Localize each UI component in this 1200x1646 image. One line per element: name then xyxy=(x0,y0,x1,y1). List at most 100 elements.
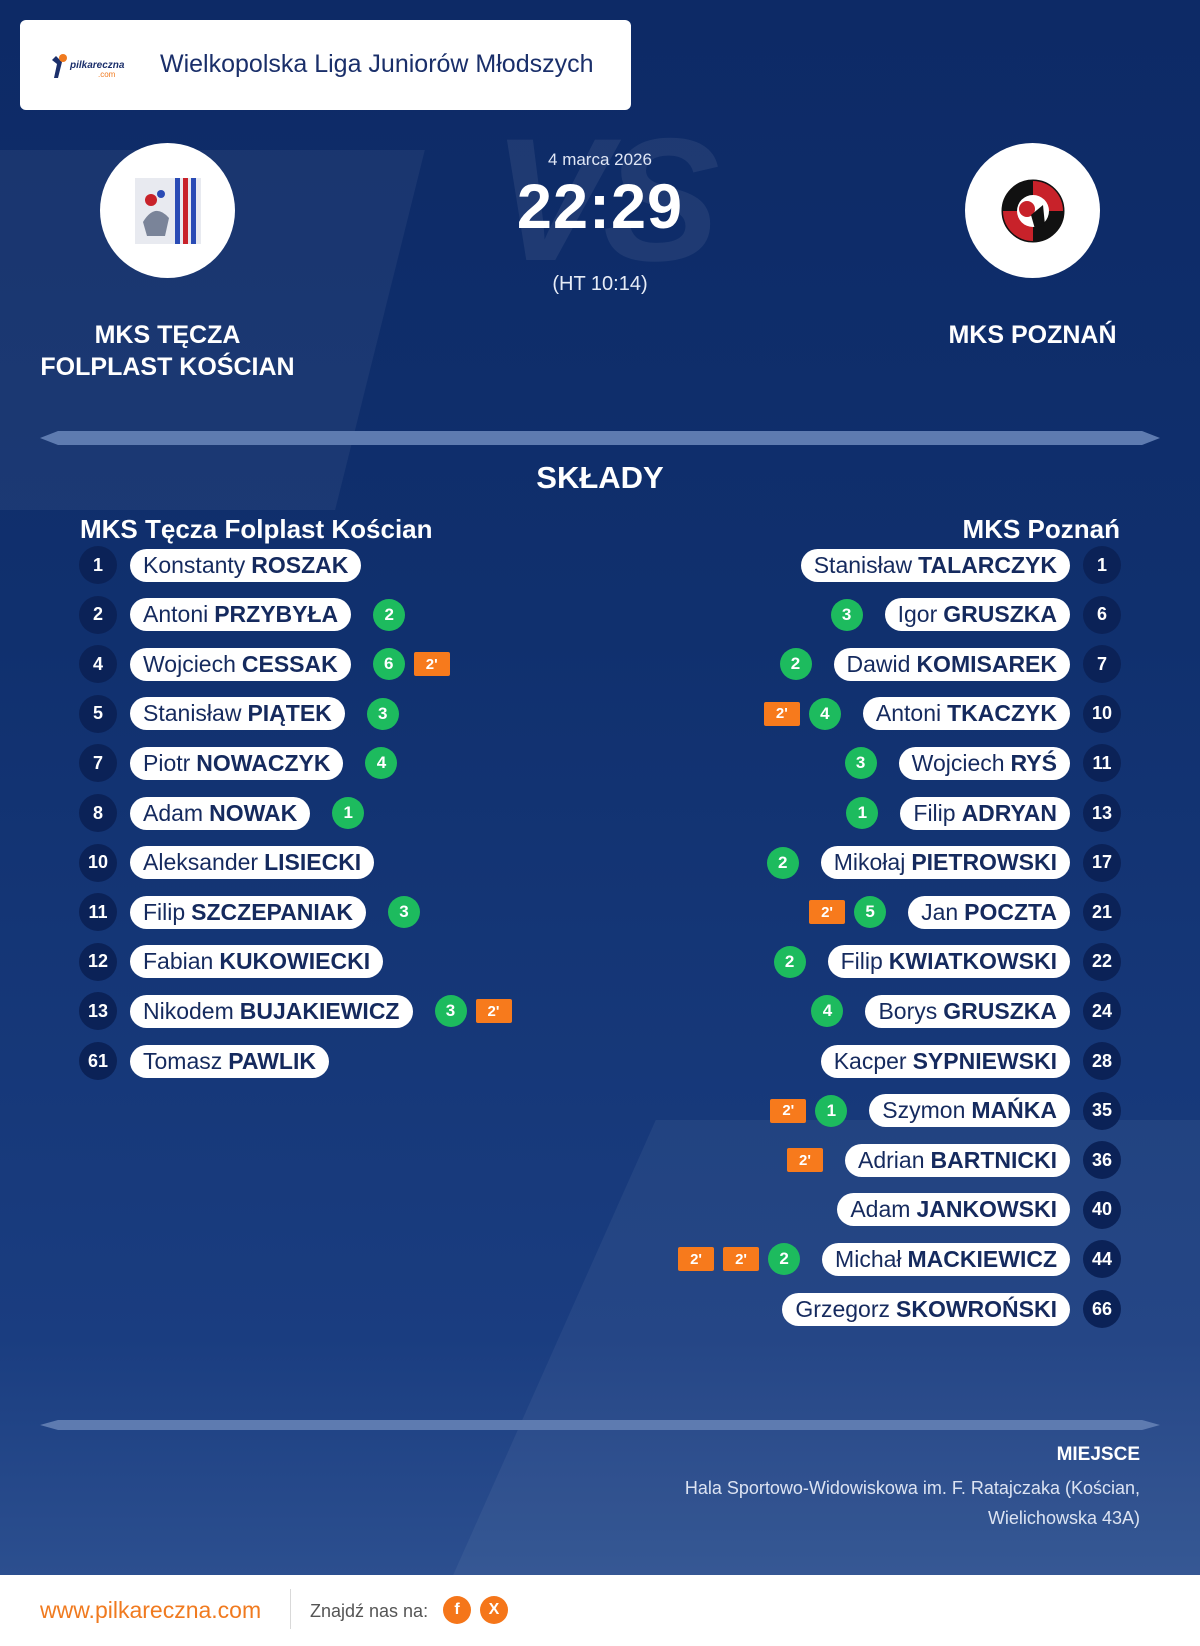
player-first-name: Adam xyxy=(850,1196,911,1223)
player-name: Filip ADRYAN xyxy=(900,796,1070,830)
home-crest-icon xyxy=(134,177,201,244)
suspension-badge: 2' xyxy=(723,1247,760,1272)
suspension-badge: 2' xyxy=(475,999,512,1024)
player-row: 8 Adam NOWAK 1 xyxy=(79,794,365,832)
goals-badge: 2 xyxy=(766,846,799,879)
player-name: Konstanty ROSZAK xyxy=(130,548,362,582)
player-row: 17 Mikołaj PIETROWSKI 2 xyxy=(766,843,1121,882)
player-last-name: KUKOWIECKI xyxy=(219,948,371,975)
goals-badge: 3 xyxy=(830,598,863,631)
player-row: 5 Stanisław PIĄTEK 3 xyxy=(79,694,399,733)
player-last-name: PIĄTEK xyxy=(247,700,332,727)
player-last-name: MAŃKA xyxy=(971,1097,1057,1124)
player-first-name: Stanisław xyxy=(143,700,242,727)
footer-divider xyxy=(290,1589,291,1629)
player-row: 13 Nikodem BUJAKIEWICZ 3 2' xyxy=(79,992,512,1031)
player-row: 1 Konstanty ROSZAK xyxy=(79,546,362,584)
player-row: 7 Dawid KOMISAREK 2 xyxy=(779,645,1121,684)
footer: www.pilkareczna.com Znajdź nas na: f X xyxy=(0,1575,1200,1646)
player-stats: 6 2' xyxy=(372,648,450,681)
player-name: Aleksander LISIECKI xyxy=(130,846,375,880)
league-banner: pilkareczna .com Wielkopolska Liga Junio… xyxy=(20,20,631,110)
player-stats: 1 xyxy=(332,797,365,829)
shirt-number: 35 xyxy=(1083,1091,1121,1130)
player-row: 24 Borys GRUSZKA 4 xyxy=(811,992,1121,1031)
shirt-number: 1 xyxy=(1083,546,1121,584)
player-stats: 4 xyxy=(365,747,398,780)
svg-text:.com: .com xyxy=(98,70,116,79)
player-first-name: Konstanty xyxy=(143,551,246,578)
svg-text:pilkareczna: pilkareczna xyxy=(69,60,125,71)
player-first-name: Antoni xyxy=(875,700,942,727)
player-first-name: Adam xyxy=(143,799,204,826)
goals-badge: 4 xyxy=(365,747,398,780)
player-row: 7 Piotr NOWACZYK 4 xyxy=(79,744,398,783)
shirt-number: 10 xyxy=(79,843,117,882)
pilkareczna-logo: pilkareczna .com xyxy=(52,54,125,79)
player-last-name: KOMISAREK xyxy=(916,650,1057,677)
home-team-name-line2: FOLPLAST KOŚCIAN xyxy=(40,353,295,381)
player-first-name: Wojciech xyxy=(911,749,1005,776)
player-first-name: Filip xyxy=(913,799,956,826)
goals-badge: 2 xyxy=(373,598,406,631)
shirt-number: 17 xyxy=(1083,843,1121,882)
player-last-name: PAWLIK xyxy=(228,1047,316,1074)
match-date: 4 marca 2026 xyxy=(548,150,652,169)
player-name: Adam JANKOWSKI xyxy=(837,1193,1070,1227)
player-first-name: Kacper xyxy=(833,1047,907,1074)
player-last-name: ROSZAK xyxy=(251,551,349,578)
player-name: Wojciech CESSAK xyxy=(130,647,351,681)
player-stats: 3 xyxy=(388,896,421,929)
player-first-name: Szymon xyxy=(882,1097,966,1124)
player-last-name: NOWACZYK xyxy=(196,749,331,776)
player-first-name: Grzegorz xyxy=(795,1295,890,1322)
halftime-score: (HT 10:14) xyxy=(552,273,648,295)
player-last-name: NOWAK xyxy=(209,799,298,826)
player-first-name: Mikołaj xyxy=(833,849,906,876)
shirt-number: 8 xyxy=(79,794,117,832)
shirt-number: 13 xyxy=(79,992,117,1031)
player-stats: 1 xyxy=(846,797,879,829)
player-stats: 2' xyxy=(787,1148,824,1173)
player-name: Kacper SYPNIEWSKI xyxy=(820,1044,1070,1078)
goals-badge: 3 xyxy=(434,995,467,1028)
player-first-name: Michał xyxy=(835,1245,902,1272)
player-row: 4 Wojciech CESSAK 6 2' xyxy=(79,645,450,684)
shirt-number: 22 xyxy=(1083,942,1121,981)
shirt-number: 21 xyxy=(1083,893,1121,932)
shirt-number: 28 xyxy=(1083,1042,1121,1080)
player-first-name: Tomasz xyxy=(143,1047,223,1074)
player-first-name: Jan xyxy=(921,898,959,925)
player-name: Filip KWIATKOWSKI xyxy=(827,945,1070,979)
goals-badge: 1 xyxy=(815,1094,848,1127)
shirt-number: 4 xyxy=(79,645,117,684)
suspension-badge: 2' xyxy=(763,701,800,726)
player-name: Antoni PRZYBYŁA xyxy=(130,598,352,632)
player-first-name: Wojciech xyxy=(143,650,236,677)
player-first-name: Nikodem xyxy=(143,997,234,1024)
player-last-name: BARTNICKI xyxy=(930,1146,1058,1173)
player-name: Michał MACKIEWICZ xyxy=(822,1242,1070,1276)
player-name: Stanisław TALARCZYK xyxy=(800,548,1070,582)
player-row: 13 Filip ADRYAN 1 xyxy=(846,794,1121,832)
player-last-name: GRUSZKA xyxy=(943,997,1057,1024)
divider xyxy=(40,1420,1160,1430)
player-name: Mikołaj PIETROWSKI xyxy=(820,846,1070,880)
vs-watermark: VS xyxy=(492,103,719,298)
facebook-icon[interactable]: f xyxy=(443,1596,471,1624)
player-last-name: KWIATKOWSKI xyxy=(888,948,1057,975)
player-row: 36 Adrian BARTNICKI 2' xyxy=(787,1141,1121,1180)
player-last-name: SKOWROŃSKI xyxy=(896,1295,1057,1322)
x-icon[interactable]: X xyxy=(480,1596,508,1624)
player-last-name: ADRYAN xyxy=(961,799,1057,826)
find-us-label: Znajdź nas na: xyxy=(310,1601,429,1621)
player-last-name: MACKIEWICZ xyxy=(907,1245,1057,1272)
website-link[interactable]: www.pilkareczna.com xyxy=(40,1597,262,1623)
shirt-number: 12 xyxy=(79,942,117,981)
player-name: Stanisław PIĄTEK xyxy=(130,697,345,731)
player-first-name: Aleksander xyxy=(143,849,259,876)
shirt-number: 66 xyxy=(1083,1290,1121,1328)
home-team-name: MKS TĘCZA FOLPLAST KOŚCIAN xyxy=(20,319,315,383)
player-name: Filip SZCZEPANIAK xyxy=(130,895,367,929)
player-stats: 1 2' xyxy=(770,1094,848,1127)
